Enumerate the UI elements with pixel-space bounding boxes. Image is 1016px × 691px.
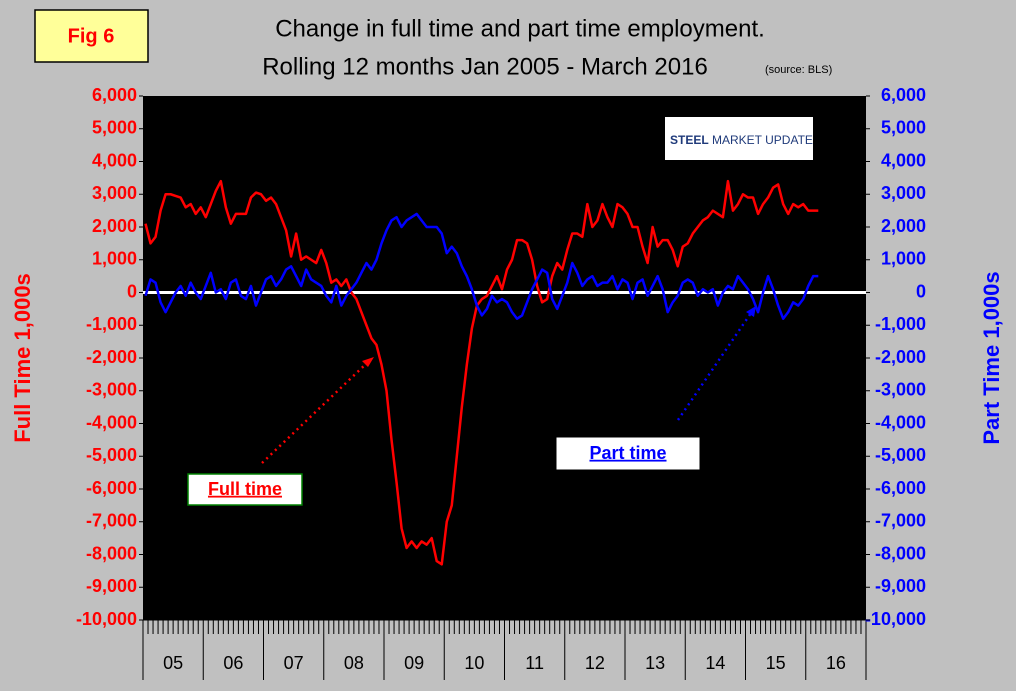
y-tick-label: 2,000 bbox=[92, 216, 137, 236]
y2-tick-label: -10,000 bbox=[865, 609, 926, 629]
y-tick-label: -7,000 bbox=[86, 511, 137, 531]
y-tick-label: 6,000 bbox=[92, 85, 137, 105]
y2-tick-label: 1,000 bbox=[881, 249, 926, 269]
annotation-box bbox=[187, 473, 303, 506]
x-tick-label: 08 bbox=[344, 653, 364, 673]
y2-axis-title: Part Time 1,000s bbox=[979, 271, 1004, 444]
y2-tick-label: 0 bbox=[916, 281, 926, 301]
x-tick-label: 12 bbox=[585, 653, 605, 673]
x-tick-label: 05 bbox=[163, 653, 183, 673]
y-tick-label: -6,000 bbox=[86, 478, 137, 498]
y2-tick-label: -2,000 bbox=[875, 347, 926, 367]
plot-area bbox=[143, 96, 866, 620]
logo-box bbox=[665, 117, 813, 160]
y-axis-title: Full Time 1,000s bbox=[10, 273, 35, 443]
badge-box bbox=[34, 9, 149, 63]
x-tick-label: 15 bbox=[766, 653, 786, 673]
y2-tick-label: 6,000 bbox=[881, 85, 926, 105]
y2-tick-label: -9,000 bbox=[875, 576, 926, 596]
x-tick-label: 09 bbox=[404, 653, 424, 673]
logo: MARKET UPDATE bbox=[712, 133, 813, 147]
y2-tick-label: 2,000 bbox=[881, 216, 926, 236]
chart-title: Rolling 12 months Jan 2005 - March 2016 bbox=[262, 53, 708, 80]
y-tick-label: -3,000 bbox=[86, 380, 137, 400]
y-tick-label: -8,000 bbox=[86, 543, 137, 563]
x-tick-label: 11 bbox=[525, 653, 544, 673]
y2-tick-label: -8,000 bbox=[875, 543, 926, 563]
y-tick-label: -4,000 bbox=[86, 412, 137, 432]
y2-tick-label: -4,000 bbox=[875, 412, 926, 432]
y2-tick-label: -6,000 bbox=[875, 478, 926, 498]
y2-tick-label: 4,000 bbox=[881, 150, 926, 170]
arrow-head bbox=[362, 357, 374, 367]
y-tick-label: 5,000 bbox=[92, 118, 137, 138]
y2-tick-label: -5,000 bbox=[875, 445, 926, 465]
annotation: Part time bbox=[589, 443, 666, 463]
series-line bbox=[144, 212, 819, 320]
badge: Fig 6 bbox=[68, 25, 115, 47]
x-tick-label: 13 bbox=[645, 653, 665, 673]
y2-tick-label: -3,000 bbox=[875, 380, 926, 400]
x-tick-label: 16 bbox=[826, 653, 846, 673]
source: (source: BLS) bbox=[765, 64, 832, 76]
x-tick-label: 10 bbox=[464, 653, 484, 673]
y-tick-label: -2,000 bbox=[86, 347, 137, 367]
y2-tick-label: -1,000 bbox=[875, 314, 926, 334]
chart-title: Change in full time and part time employ… bbox=[275, 15, 765, 42]
plot: 05 06 07 08 09 10 11 12 13 14 15 16 -10,000 -9,000 -8,… bbox=[76, 85, 926, 680]
y2-tick-label: 5,000 bbox=[881, 118, 926, 138]
y-tick-label: -5,000 bbox=[86, 445, 137, 465]
y-tick-label: -10,000 bbox=[76, 609, 137, 629]
y-tick-label: 4,000 bbox=[92, 150, 137, 170]
annotation: Full time bbox=[208, 479, 282, 499]
annotation-box bbox=[555, 436, 701, 471]
series-line bbox=[144, 179, 819, 566]
y2-tick-label: -7,000 bbox=[875, 511, 926, 531]
y-tick-label: -1,000 bbox=[86, 314, 137, 334]
arrow-head bbox=[746, 306, 756, 317]
logo: STEEL bbox=[670, 133, 709, 147]
y2-tick-label: 3,000 bbox=[881, 183, 926, 203]
x-tick-label: 14 bbox=[705, 653, 725, 673]
y-tick-label: 3,000 bbox=[92, 183, 137, 203]
x-tick-label: 07 bbox=[284, 653, 304, 673]
x-tick-label: 06 bbox=[223, 653, 243, 673]
y-tick-label: 0 bbox=[127, 281, 137, 301]
arrow bbox=[261, 361, 369, 464]
y-tick-label: -9,000 bbox=[86, 576, 137, 596]
y-tick-label: 1,000 bbox=[92, 249, 137, 269]
